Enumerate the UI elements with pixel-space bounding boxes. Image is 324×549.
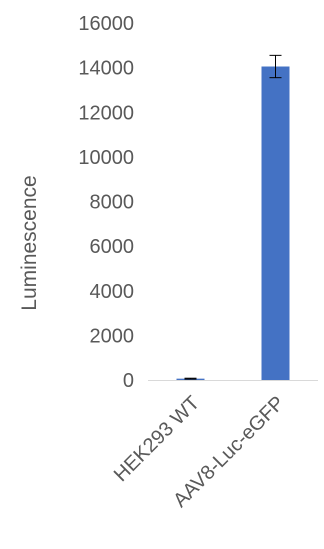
y-axis-ticks: 0 2000 4000 6000 8000 10000 12000 14000 16000 xyxy=(78,13,134,392)
x-tick-label: HEK293 WT xyxy=(110,392,204,486)
y-tick-label: 12000 xyxy=(78,102,134,124)
y-axis-label: Luminescence xyxy=(18,175,41,310)
bar xyxy=(262,67,290,380)
y-tick-label: 8000 xyxy=(90,192,135,214)
y-tick-label: 16000 xyxy=(78,13,134,35)
y-tick-label: 2000 xyxy=(90,325,135,347)
y-tick-label: 14000 xyxy=(78,58,134,80)
y-tick-label: 0 xyxy=(123,370,134,392)
bars xyxy=(177,67,290,380)
y-tick-label: 10000 xyxy=(78,147,134,169)
y-tick-label: 6000 xyxy=(90,236,135,258)
y-tick-label: 4000 xyxy=(90,281,135,303)
